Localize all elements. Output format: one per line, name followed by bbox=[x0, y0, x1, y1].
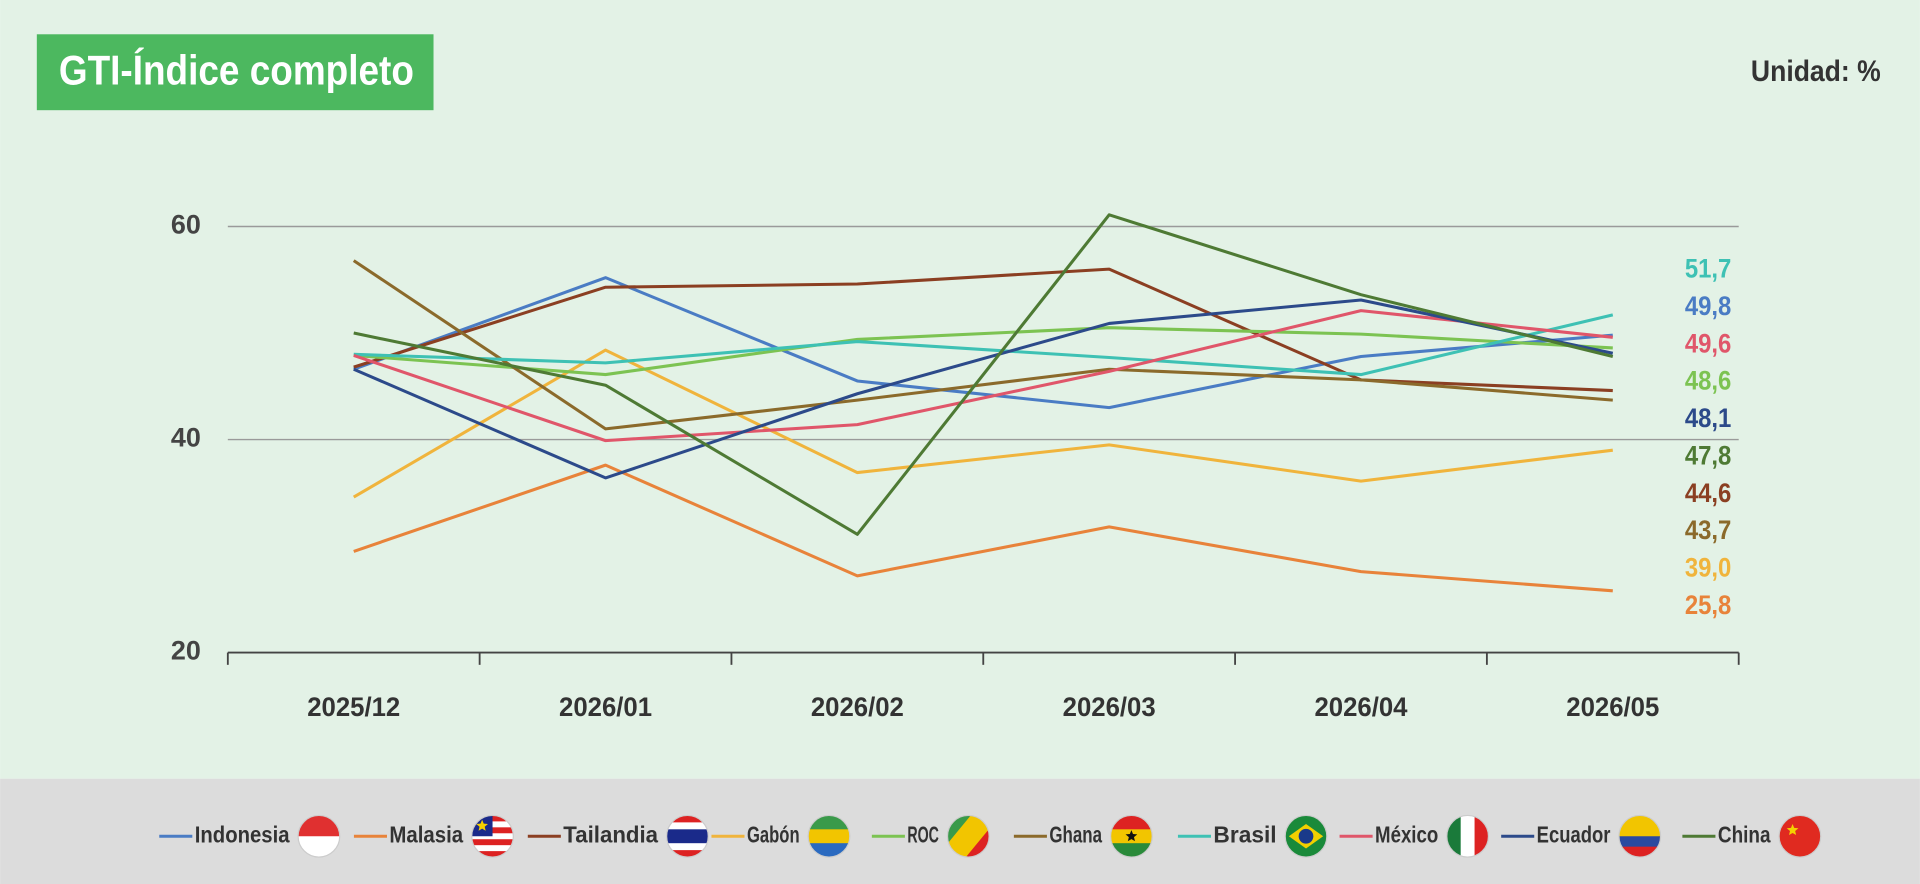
flag-part bbox=[1618, 836, 1661, 848]
legend-label: Indonesia bbox=[195, 821, 291, 847]
flag-part bbox=[666, 843, 709, 851]
x-tick-label: 2026/03 bbox=[1063, 692, 1156, 722]
flag-part bbox=[1460, 815, 1476, 858]
series-line bbox=[353, 276, 1613, 410]
value-label: 49,8 bbox=[1685, 291, 1732, 321]
value-label: 39,0 bbox=[1685, 552, 1732, 582]
series-line bbox=[352, 348, 1613, 499]
flag-border bbox=[1778, 814, 1822, 858]
y-tick-label: 60 bbox=[171, 210, 201, 240]
value-label: 43,7 bbox=[1685, 515, 1732, 545]
y-tick-label: 40 bbox=[171, 423, 201, 453]
flag-border bbox=[807, 814, 851, 858]
y-tick-label: 20 bbox=[171, 636, 201, 666]
plot-background bbox=[0, 0, 1920, 779]
flag-part bbox=[666, 829, 709, 837]
flag-part bbox=[1110, 843, 1153, 858]
flag-border bbox=[297, 814, 341, 858]
flag-border bbox=[666, 814, 709, 858]
series-line bbox=[353, 326, 1613, 377]
flag-part bbox=[1110, 815, 1153, 830]
series-line bbox=[353, 463, 1613, 593]
flag-border bbox=[1618, 814, 1662, 858]
series-line bbox=[353, 213, 1614, 536]
flag-border bbox=[1284, 814, 1328, 858]
chart-title: GTI-Índice completo bbox=[59, 46, 414, 93]
flag-part bbox=[471, 833, 514, 840]
legend-flag bbox=[1446, 815, 1489, 858]
value-label: 48,6 bbox=[1685, 366, 1732, 396]
value-label: 48,1 bbox=[1685, 403, 1732, 433]
legend-label: Ghana bbox=[1049, 821, 1102, 847]
flag-part bbox=[1618, 815, 1661, 827]
x-tick-label: 2026/02 bbox=[811, 692, 904, 722]
legend-flag bbox=[1618, 815, 1661, 858]
legend-flag bbox=[1110, 815, 1153, 858]
flag-border bbox=[946, 814, 990, 858]
value-label: 44,6 bbox=[1685, 478, 1732, 508]
legend-label: Tailandia bbox=[563, 821, 659, 847]
flag-part bbox=[808, 843, 850, 858]
legend-flag bbox=[1779, 815, 1821, 858]
value-label: 47,8 bbox=[1685, 440, 1732, 470]
flag-part bbox=[1618, 825, 1661, 837]
flag-part bbox=[298, 815, 340, 837]
value-label: 49,6 bbox=[1685, 328, 1732, 358]
legend-label: Malasia bbox=[389, 821, 464, 847]
flag-part bbox=[808, 829, 850, 844]
legend-label: Gabón bbox=[747, 821, 800, 847]
series-line bbox=[353, 313, 1614, 377]
flag-part bbox=[298, 836, 340, 858]
x-tick-label: 2026/01 bbox=[559, 692, 652, 722]
legend-flag bbox=[808, 815, 850, 858]
flag-part bbox=[1618, 846, 1661, 858]
flag-star bbox=[476, 819, 489, 831]
legend-label: Brasil bbox=[1213, 821, 1276, 847]
flag-part bbox=[1298, 828, 1314, 844]
flag-part bbox=[1474, 815, 1489, 858]
flag-part bbox=[666, 822, 709, 830]
flag-part bbox=[666, 850, 709, 858]
legend-label: ROC bbox=[907, 821, 939, 847]
flag-part bbox=[808, 815, 850, 830]
flag-part bbox=[471, 851, 514, 858]
legend-label: México bbox=[1375, 821, 1438, 847]
legend-flag bbox=[666, 815, 709, 858]
x-tick-label: 2026/04 bbox=[1314, 692, 1407, 722]
value-label: 25,8 bbox=[1685, 590, 1732, 620]
flag-part bbox=[1446, 815, 1462, 858]
series-line bbox=[353, 298, 1614, 480]
flag-part bbox=[471, 845, 514, 852]
flag-star bbox=[1125, 830, 1138, 842]
flag-star bbox=[1786, 824, 1799, 836]
flag-part bbox=[1779, 815, 1821, 858]
legend-label: China bbox=[1718, 821, 1772, 847]
legend-flag bbox=[298, 815, 340, 858]
x-tick-label: 2025/12 bbox=[307, 692, 400, 722]
unit-label: Unidad: % bbox=[1751, 55, 1881, 88]
flag-border bbox=[471, 814, 514, 858]
flag-part bbox=[471, 839, 514, 846]
x-tick-label: 2026/05 bbox=[1566, 692, 1659, 722]
flag-border bbox=[1446, 814, 1490, 858]
series-line bbox=[353, 309, 1613, 443]
title-box bbox=[36, 34, 434, 111]
series-line bbox=[352, 259, 1613, 431]
flag-part bbox=[666, 815, 709, 823]
value-label: 51,7 bbox=[1685, 254, 1732, 284]
flag-border bbox=[1109, 814, 1153, 858]
legend-label: Ecuador bbox=[1537, 821, 1611, 847]
series-line bbox=[353, 267, 1613, 393]
legend-flag bbox=[1285, 815, 1327, 858]
flag-part bbox=[666, 836, 709, 844]
